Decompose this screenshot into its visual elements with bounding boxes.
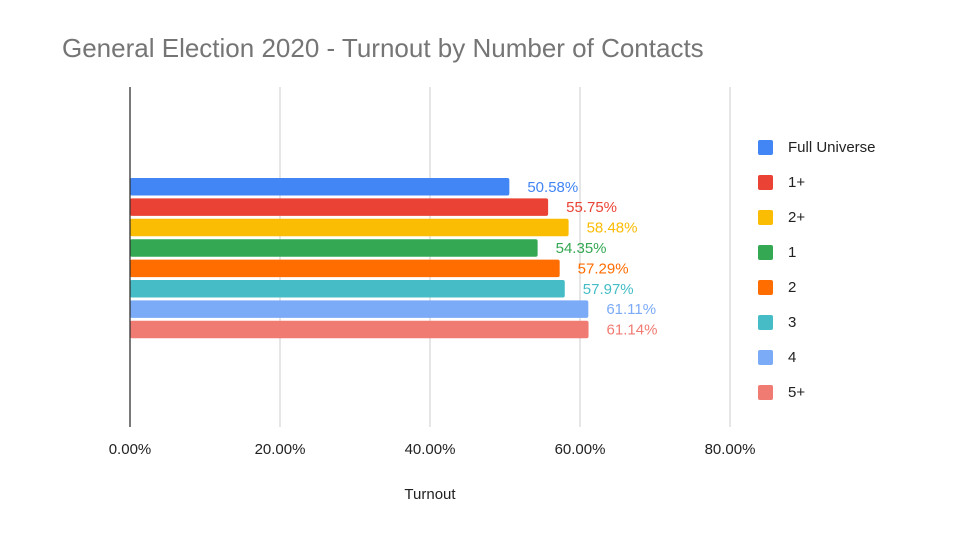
legend-item: 4: [758, 340, 876, 375]
legend-swatch: [758, 385, 773, 400]
legend-label: 5+: [788, 384, 806, 401]
bar-1: [130, 239, 538, 257]
legend-item: 2: [758, 270, 876, 305]
legend-label: 2: [788, 279, 797, 296]
bar-2: [130, 259, 560, 278]
legend-item: 1+: [758, 165, 876, 200]
data-label: 61.11%: [606, 301, 656, 318]
data-label: 57.97%: [583, 281, 634, 298]
legend-label: 3: [788, 314, 797, 331]
legend-swatch: [758, 210, 773, 225]
legend-swatch: [758, 350, 773, 365]
bars: [130, 178, 589, 339]
x-tick-label: 20.00%: [255, 441, 306, 458]
legend-item: Full Universe: [758, 130, 876, 165]
bar-2-: [130, 218, 569, 237]
data-label: 55.75%: [566, 199, 617, 216]
legend-label: Full Universe: [788, 139, 876, 156]
data-label: 57.29%: [578, 260, 629, 277]
gridlines: [279, 87, 731, 427]
x-axis-title: Turnout: [404, 486, 456, 503]
legend: Full Universe 1+ 2+ 1 2 3 4 5+: [758, 130, 876, 410]
data-label: 58.48%: [587, 220, 638, 237]
legend-swatch: [758, 140, 773, 155]
legend-item: 5+: [758, 375, 876, 410]
legend-label: 2+: [788, 209, 806, 226]
bar-5-: [130, 320, 589, 339]
bar-4: [130, 300, 589, 318]
legend-label: 1: [788, 244, 797, 261]
legend-label: 4: [788, 349, 797, 366]
bar-1-: [130, 198, 549, 216]
legend-swatch: [758, 245, 773, 260]
x-tick-label: 40.00%: [405, 441, 456, 458]
data-label: 54.35%: [556, 240, 607, 257]
data-label: 61.14%: [607, 322, 658, 339]
bar-3: [130, 280, 565, 298]
x-axis-ticks: 0.00% 20.00% 40.00% 60.00% 80.00%: [109, 87, 756, 458]
chart-title: General Election 2020 - Turnout by Numbe…: [62, 33, 704, 63]
legend-swatch: [758, 315, 773, 330]
legend-item: 1: [758, 235, 876, 270]
x-tick-label: 60.00%: [555, 441, 606, 458]
legend-item: 3: [758, 305, 876, 340]
legend-label: 1+: [788, 174, 806, 191]
x-tick-label: 0.00%: [109, 441, 152, 458]
data-labels: 50.58% 55.75% 58.48% 54.35% 57.29% 57.97% 61.1…: [527, 179, 657, 339]
data-label: 50.58%: [527, 179, 578, 196]
x-tick-label: 80.00%: [705, 441, 756, 458]
legend-swatch: [758, 280, 773, 295]
legend-swatch: [758, 175, 773, 190]
bar-full-universe: [130, 178, 510, 196]
legend-item: 2+: [758, 200, 876, 235]
